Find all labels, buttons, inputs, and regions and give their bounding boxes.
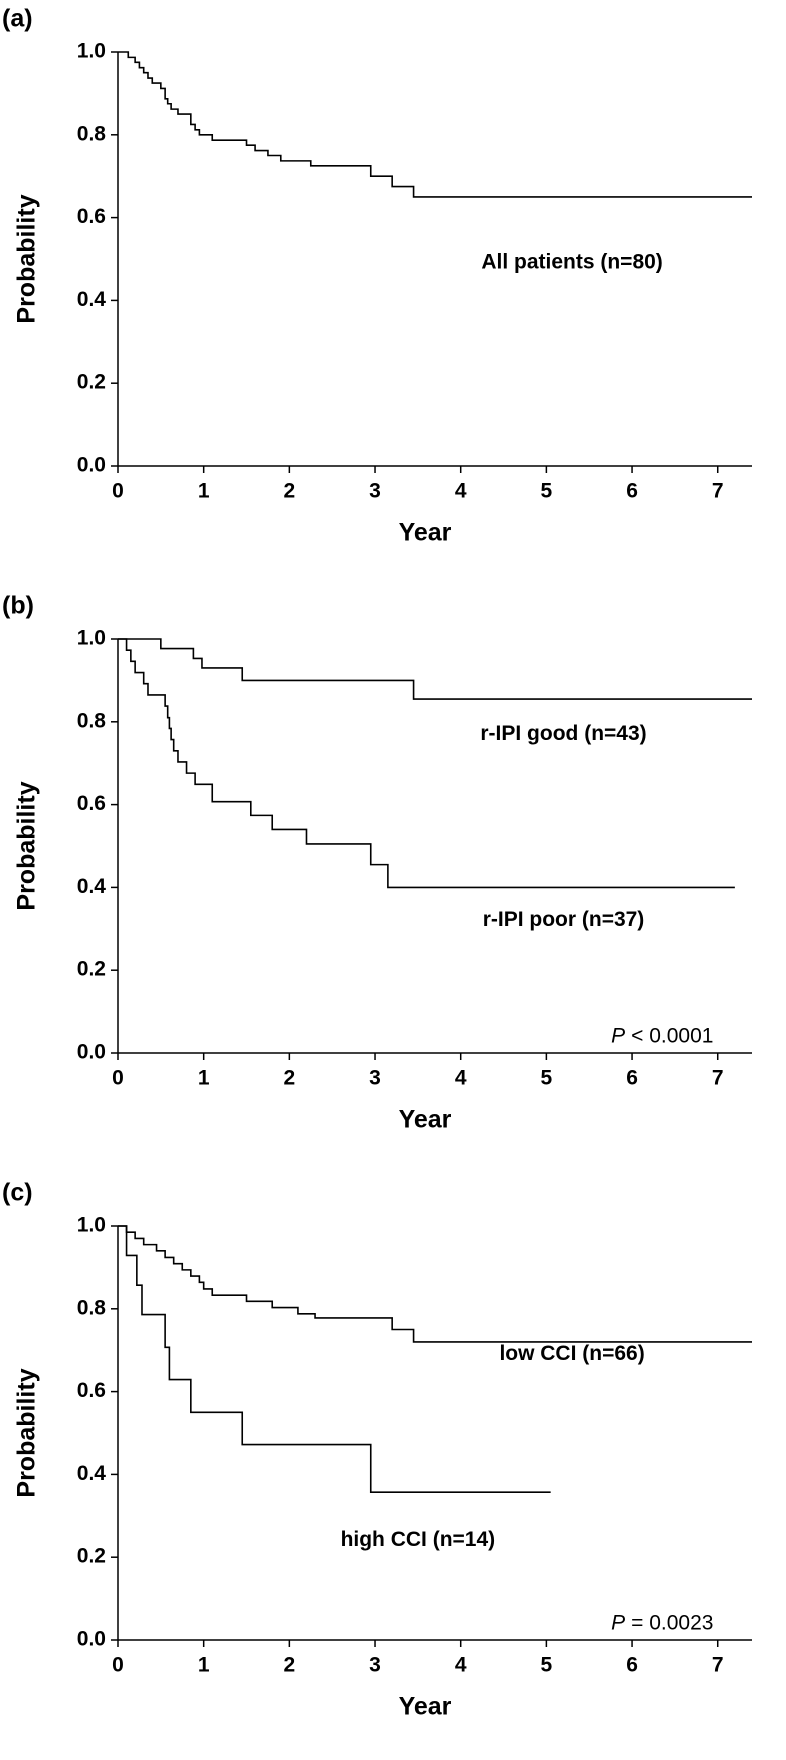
y-tick-label: 0.2 — [77, 958, 106, 981]
y-tick-label: 0.8 — [77, 709, 107, 732]
panel-label: (b) — [2, 592, 34, 620]
y-tick-label: 0.0 — [77, 1628, 106, 1651]
x-tick-label: 3 — [369, 480, 381, 503]
x-tick-label: 5 — [541, 1654, 553, 1677]
x-axis-label: Year — [399, 519, 452, 547]
annotation: r-IPI good (n=43) — [480, 722, 646, 745]
x-tick-label: 4 — [455, 480, 467, 503]
y-tick-label: 0.0 — [77, 454, 106, 477]
x-tick-label: 6 — [626, 1067, 638, 1090]
annotation: low CCI (n=66) — [499, 1342, 644, 1365]
y-tick-label: 0.6 — [77, 1379, 106, 1402]
survival-curve — [118, 1225, 551, 1493]
x-tick-label: 7 — [712, 480, 724, 503]
y-tick-label: 1.0 — [77, 40, 106, 63]
annotation: high CCI (n=14) — [341, 1528, 496, 1551]
x-tick-label: 6 — [626, 1654, 638, 1677]
x-tick-label: 2 — [284, 1654, 296, 1677]
y-tick-label: 0.2 — [77, 1545, 106, 1568]
annotation: r-IPI poor (n=37) — [483, 908, 645, 931]
y-tick-label: 0.4 — [77, 1462, 107, 1485]
x-tick-label: 2 — [284, 480, 296, 503]
y-tick-label: 0.8 — [77, 1296, 107, 1319]
p-value: P = 0.0023 — [611, 1611, 713, 1634]
y-tick-label: 0.2 — [77, 371, 106, 394]
x-tick-label: 4 — [455, 1654, 467, 1677]
x-tick-label: 5 — [541, 1067, 553, 1090]
y-tick-label: 0.6 — [77, 792, 106, 815]
p-value: P < 0.0001 — [611, 1024, 713, 1047]
x-tick-label: 7 — [712, 1067, 724, 1090]
x-tick-label: 0 — [112, 1067, 124, 1090]
x-tick-label: 1 — [198, 480, 210, 503]
x-tick-label: 0 — [112, 1654, 124, 1677]
panel-label: (c) — [2, 1179, 33, 1207]
x-tick-label: 4 — [455, 1067, 467, 1090]
y-tick-label: 1.0 — [77, 627, 106, 650]
y-tick-label: 0.8 — [77, 122, 107, 145]
x-tick-label: 7 — [712, 1654, 724, 1677]
survival-curve — [118, 638, 735, 889]
y-axis-label: Probability — [13, 1368, 41, 1497]
y-axis-label: Probability — [13, 194, 41, 323]
panel-label: (a) — [2, 5, 33, 33]
x-tick-label: 2 — [284, 1067, 296, 1090]
y-tick-label: 0.4 — [77, 288, 107, 311]
x-tick-label: 3 — [369, 1654, 381, 1677]
annotation: All patients (n=80) — [481, 251, 662, 274]
x-tick-label: 0 — [112, 480, 124, 503]
y-tick-label: 1.0 — [77, 1214, 106, 1237]
x-axis-label: Year — [399, 1106, 452, 1134]
x-tick-label: 3 — [369, 1067, 381, 1090]
y-tick-label: 0.4 — [77, 875, 107, 898]
x-tick-label: 5 — [541, 480, 553, 503]
x-tick-label: 1 — [198, 1067, 210, 1090]
y-tick-label: 0.0 — [77, 1041, 106, 1064]
p-symbol: P — [611, 1024, 625, 1047]
x-tick-label: 6 — [626, 480, 638, 503]
p-text: = 0.0023 — [631, 1611, 713, 1634]
survival-curve — [118, 638, 752, 700]
y-tick-label: 0.6 — [77, 205, 106, 228]
y-axis-label: Probability — [13, 781, 41, 910]
survival-curve — [118, 1225, 752, 1343]
survival-curve — [118, 51, 752, 198]
p-text: < 0.0001 — [631, 1024, 713, 1047]
p-symbol: P — [611, 1611, 625, 1634]
x-axis-label: Year — [399, 1693, 452, 1721]
x-tick-label: 1 — [198, 1654, 210, 1677]
